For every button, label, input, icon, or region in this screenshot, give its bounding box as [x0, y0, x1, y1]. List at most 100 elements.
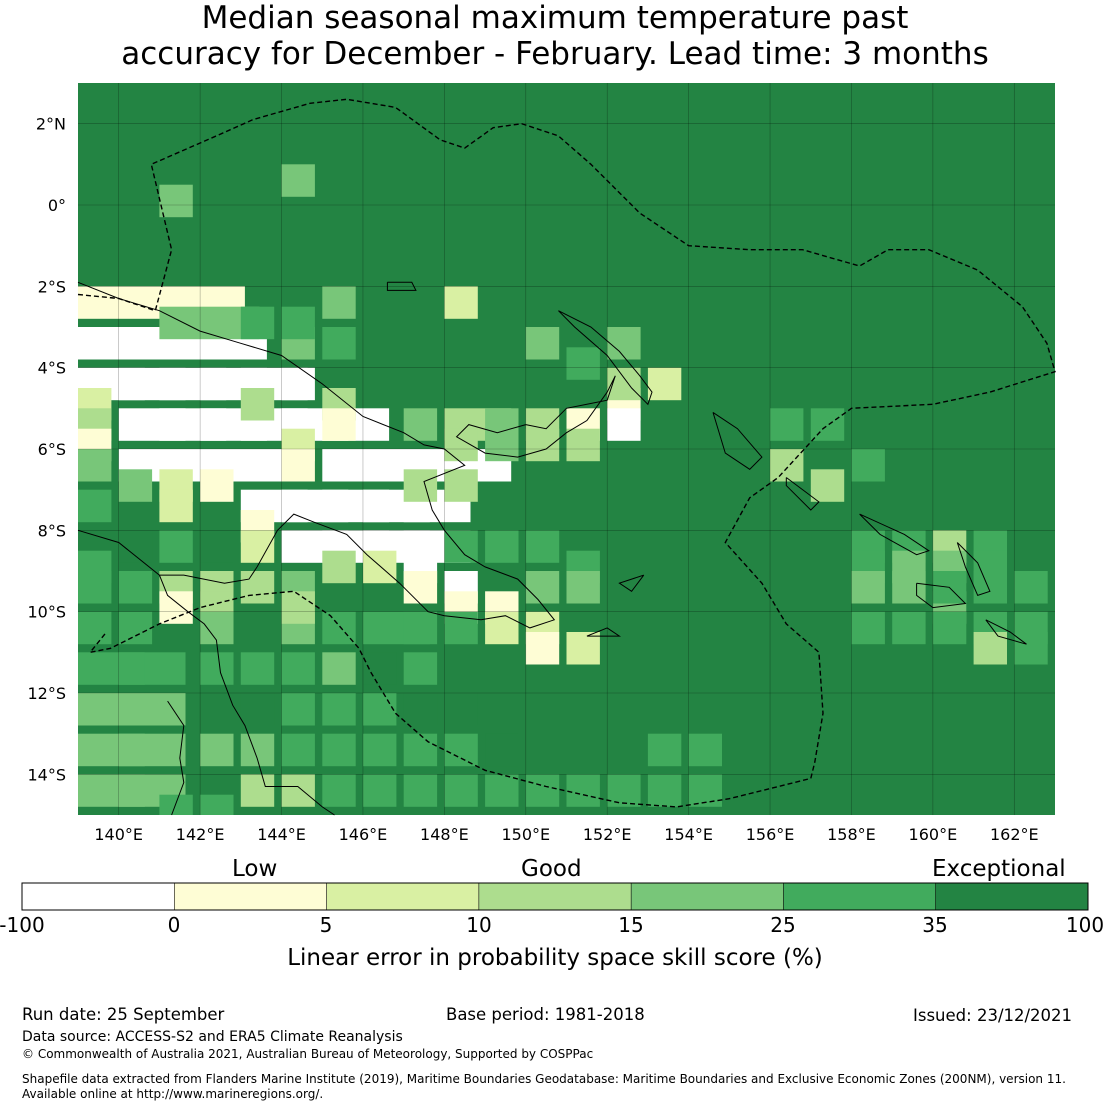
skill-cell — [281, 591, 315, 624]
skill-cell — [444, 428, 478, 462]
skill-cell — [363, 693, 397, 726]
coastline — [985, 619, 1027, 645]
shapefile-credit-line-2: Available online at http://www.marinereg… — [22, 1087, 324, 1101]
skill-cell — [363, 733, 397, 767]
skill-cell — [892, 611, 926, 645]
skill-cell — [363, 652, 397, 685]
y-tick-label: 6°S — [38, 440, 66, 459]
x-tick-label: 162°E — [990, 825, 1039, 844]
colorbar-tick-label: -100 — [0, 913, 45, 937]
skill-cell — [485, 428, 519, 462]
skill-cell — [403, 571, 438, 604]
skill-cell — [200, 469, 234, 502]
colorbar-segment — [174, 883, 327, 910]
skill-cell — [403, 611, 438, 645]
skill-cell — [810, 469, 845, 502]
skill-cell — [444, 693, 478, 726]
skill-cell — [932, 611, 967, 645]
colorbar-tick-label: 35 — [922, 913, 948, 937]
skill-cell — [200, 733, 234, 767]
skill-cell — [200, 652, 234, 685]
skill-cell — [322, 652, 356, 685]
skill-cell — [566, 428, 600, 462]
coastline — [859, 513, 930, 556]
skill-cell — [118, 611, 153, 645]
skill-cell — [281, 774, 315, 807]
coastline — [916, 582, 967, 609]
skill-cell — [322, 408, 356, 441]
skill-cell — [485, 733, 519, 767]
skill-cell — [607, 327, 641, 360]
skill-cell — [240, 571, 275, 604]
skill-cell — [770, 449, 804, 482]
skill-cell — [403, 774, 438, 807]
skill-cell — [770, 408, 804, 441]
skill-cell — [444, 286, 478, 319]
skill-cell — [118, 733, 186, 767]
skill-cell — [200, 693, 234, 726]
skill-cell — [403, 693, 438, 726]
x-tick-label: 148°E — [420, 825, 469, 844]
skill-cell — [566, 571, 600, 604]
x-tick-label: 146°E — [339, 825, 388, 844]
y-tick-label: 14°S — [27, 765, 66, 784]
skill-cell — [200, 611, 234, 645]
colorbar-tick-label: 5 — [319, 913, 333, 937]
skill-cell — [403, 652, 438, 685]
base-period: Base period: 1981-2018 — [446, 1005, 645, 1024]
colorbar-tick-label: 15 — [618, 913, 644, 937]
skill-cell — [200, 794, 234, 815]
skill-cell — [159, 489, 193, 523]
skill-cell — [78, 327, 145, 360]
y-tick-label: 0° — [48, 196, 66, 215]
coastline — [167, 700, 185, 816]
x-tick-label: 140°E — [94, 825, 143, 844]
skill-cell — [810, 408, 845, 441]
skill-cell — [973, 571, 1007, 604]
colorbar — [21, 882, 1089, 911]
skill-cell — [78, 489, 112, 523]
skill-cell — [1014, 571, 1048, 604]
skill-cell — [281, 367, 315, 401]
skill-cell — [78, 652, 145, 685]
skill-cell — [240, 693, 275, 726]
skill-cell — [444, 733, 478, 767]
skill-cell — [322, 550, 356, 584]
skill-cell — [240, 774, 275, 807]
skill-cell — [485, 611, 519, 645]
skill-cell — [159, 591, 193, 624]
skill-score-map — [77, 83, 1056, 816]
skill-cell — [403, 408, 438, 441]
skill-cell — [444, 530, 478, 563]
skill-cell — [444, 774, 478, 807]
skill-cell — [403, 469, 438, 502]
skill-cell — [322, 449, 390, 482]
coastline — [785, 477, 820, 511]
skill-cell — [525, 571, 560, 604]
skill-cell — [566, 347, 600, 380]
x-tick-label: 152°E — [583, 825, 632, 844]
skill-cell — [525, 530, 560, 563]
skill-cell — [159, 184, 193, 218]
skill-cell — [851, 449, 885, 482]
skill-cell — [485, 530, 519, 563]
colorbar-label: Linear error in probability space skill … — [287, 945, 823, 971]
y-tick-label: 2°S — [38, 277, 66, 296]
data-source: Data source: ACCESS-S2 and ERA5 Climate … — [22, 1029, 403, 1045]
skill-cell — [566, 632, 600, 665]
colorbar-segment — [783, 883, 936, 910]
skill-cell — [1014, 632, 1048, 665]
coastline — [158, 574, 335, 816]
x-tick-label: 144°E — [257, 825, 306, 844]
skill-cell — [159, 794, 193, 815]
coastline — [558, 310, 653, 406]
colorbar-category-good: Good — [521, 856, 582, 882]
skill-cell — [240, 306, 275, 340]
shapefile-credit-line-1: Shapefile data extracted from Flanders M… — [22, 1072, 1066, 1086]
skill-cell — [118, 469, 153, 502]
skill-cell — [444, 469, 478, 502]
skill-cell — [240, 388, 275, 421]
eez-boundary — [77, 98, 1056, 808]
colorbar-tick-label: 25 — [770, 913, 796, 937]
